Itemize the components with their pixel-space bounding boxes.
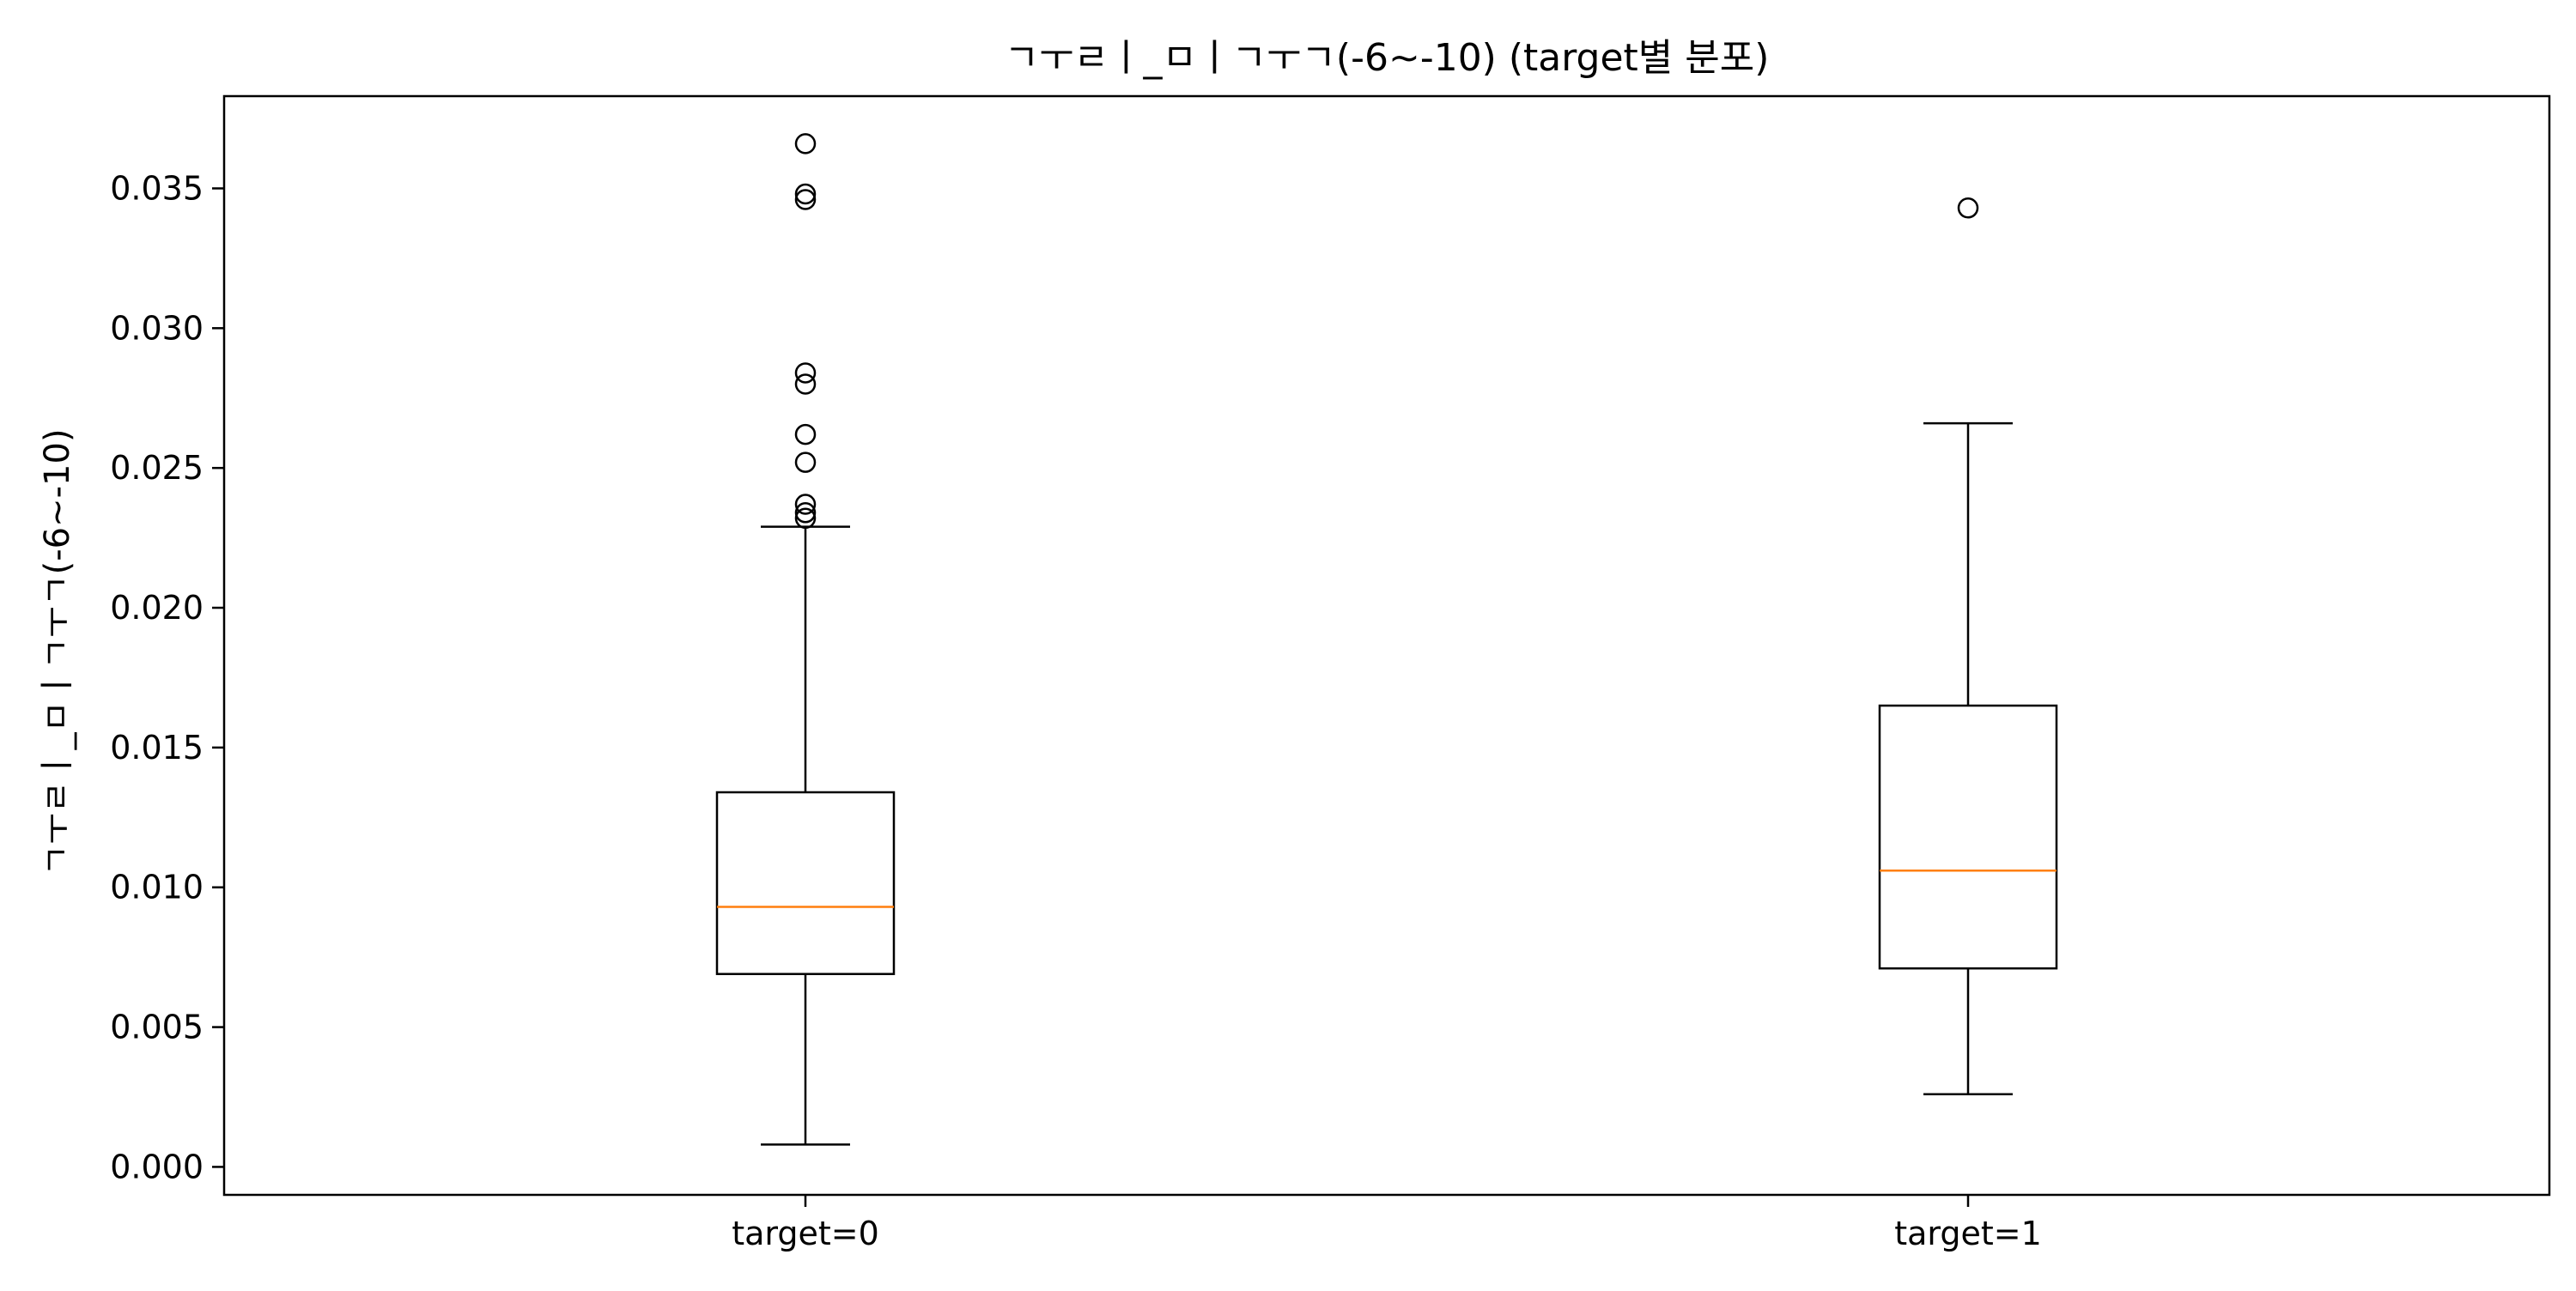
box-target=1 <box>1878 197 2058 1095</box>
outlier-point <box>794 189 817 210</box>
x-tick-label: target=1 <box>1894 1215 2042 1252</box>
outlier-point <box>794 183 817 205</box>
chart-title: ㄱㅜㄹㅣ_ㅁㅣㄱㅜㄱ(-6~-10) (target별 분포) <box>1005 36 1770 80</box>
y-tick-label: 0.015 <box>110 729 204 767</box>
y-tick-label: 0.010 <box>110 869 204 906</box>
y-tick-label: 0.000 <box>110 1148 204 1185</box>
outlier-point <box>794 494 817 515</box>
iqr-box <box>1878 704 2058 970</box>
y-tick-label: 0.035 <box>110 169 204 207</box>
box-target=0 <box>715 133 896 1146</box>
iqr-box <box>715 791 896 975</box>
x-tick-label: target=0 <box>732 1215 879 1252</box>
y-tick-label: 0.025 <box>110 449 204 487</box>
outlier-point <box>794 133 817 155</box>
boxes-group <box>715 133 2058 1146</box>
outlier-point <box>794 373 817 395</box>
x-axis: target=0 target=1 <box>732 1195 2042 1252</box>
outlier-point <box>794 362 817 384</box>
y-tick-label: 0.030 <box>110 309 204 347</box>
outlier-point <box>794 507 817 530</box>
outlier-point <box>1957 197 1979 219</box>
outlier-point <box>794 423 817 445</box>
plot-area-frame <box>222 94 2551 1197</box>
y-axis: 0.000 0.005 0.010 0.015 0.020 0.025 0.030 0.035 <box>110 169 224 1185</box>
y-axis-label: ㄱㅜㄹㅣ_ㅁㅣㄱㅜㄱ(-6~-10) <box>38 428 77 876</box>
outlier-point <box>794 452 817 473</box>
outlier-point <box>794 502 817 524</box>
y-tick-label: 0.020 <box>110 589 204 627</box>
y-tick-label: 0.005 <box>110 1009 204 1046</box>
